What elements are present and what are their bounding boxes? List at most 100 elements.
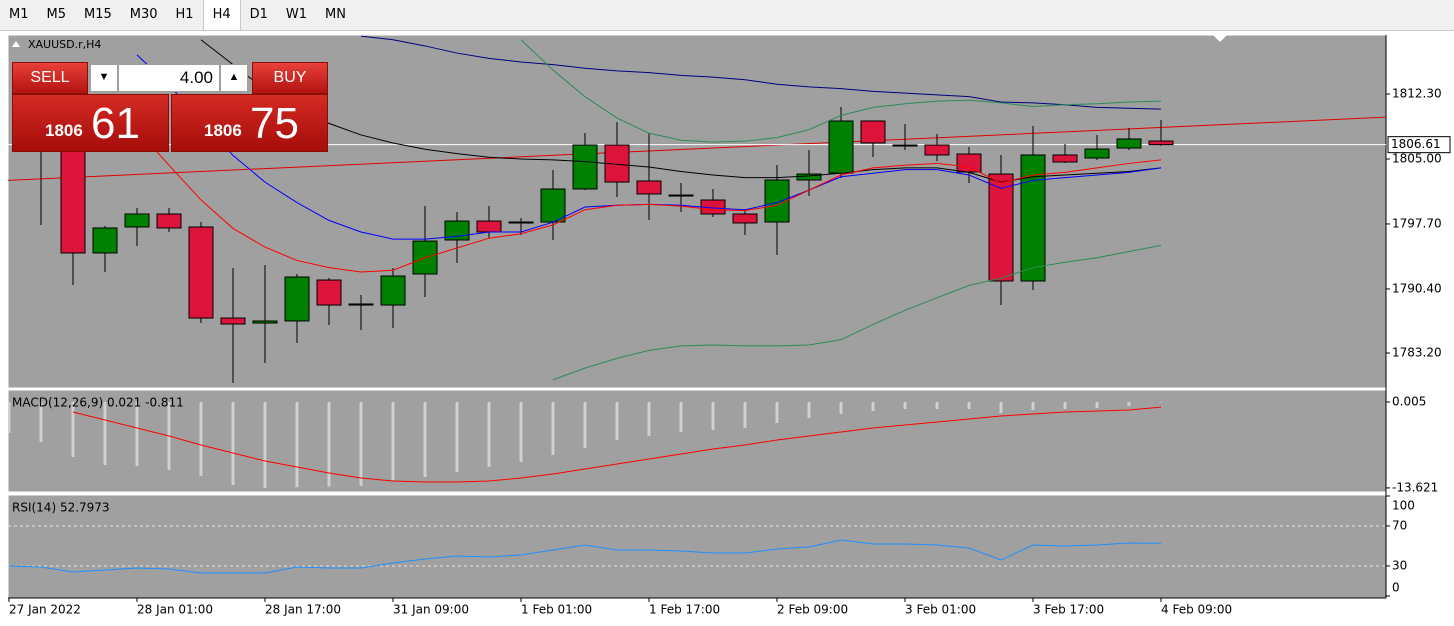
y-tick-label: 70 <box>1392 519 1407 533</box>
buy-button[interactable]: BUY <box>252 62 328 94</box>
candle-body <box>380 275 406 306</box>
y-tick-label: 30 <box>1392 559 1407 573</box>
timeframe-button[interactable]: M1 <box>9 7 29 22</box>
x-tick-label: 28 Jan 01:00 <box>137 603 213 617</box>
timeframe-button[interactable]: H4 <box>202 0 241 30</box>
macd-histogram-bar <box>1159 401 1163 403</box>
macd-histogram-bar <box>295 401 299 488</box>
bid-price[interactable]: 1806 61 <box>12 94 169 152</box>
timeframe-button[interactable]: MN <box>325 7 346 22</box>
sell-button[interactable]: SELL <box>12 62 88 94</box>
macd-signal-line <box>72 406 1162 483</box>
y-tick-label: 1783.20 <box>1392 346 1442 360</box>
macd-histogram-bar <box>359 401 363 486</box>
ask-price-pips: 75 <box>250 99 299 148</box>
macd-histogram-bar <box>231 401 235 485</box>
current-price-box <box>1387 136 1451 154</box>
candle-body <box>124 213 150 228</box>
candle-body <box>636 180 662 195</box>
candle-body <box>668 194 694 197</box>
indicator-line <box>552 244 1162 381</box>
y-tick-label: 1805.00 <box>1392 151 1442 165</box>
candle-body <box>860 120 886 144</box>
candle-body <box>92 227 118 254</box>
timeframe-button[interactable]: D1 <box>249 7 268 22</box>
rsi-pane <box>7 494 1387 599</box>
y-tick-label: 0 <box>1392 581 1400 595</box>
current-price-label: 1806.61 <box>1391 137 1441 151</box>
macd-histogram-bar <box>775 401 779 423</box>
candle-body <box>828 120 854 174</box>
x-tick-label: 1 Feb 17:00 <box>649 603 720 617</box>
macd-histogram-bar <box>1031 401 1035 410</box>
candle-body <box>476 220 502 233</box>
candle-body <box>252 320 278 324</box>
x-tick-label: 2 Feb 09:00 <box>777 603 848 617</box>
volume-up[interactable]: ▲ <box>220 64 248 92</box>
macd-histogram-bar <box>807 401 811 419</box>
y-tick-label: 1812.30 <box>1392 87 1442 101</box>
macd-histogram-bar <box>903 401 907 409</box>
candle-body <box>732 213 758 224</box>
macd-histogram-bar <box>519 401 523 462</box>
y-tick-label: 1790.40 <box>1392 281 1442 295</box>
macd-histogram-bar <box>39 401 43 442</box>
macd-histogram-bar <box>71 401 75 457</box>
timeframe-toolbar: M1 M5 M15 M30 H1 H4 D1 W1 MN <box>0 0 1454 31</box>
x-tick-label: 1 Feb 01:00 <box>521 603 592 617</box>
candle-body <box>1020 154 1046 282</box>
macd-histogram-bar <box>455 401 459 473</box>
macd-histogram-bar <box>615 401 619 440</box>
candle-body <box>188 226 214 319</box>
candle-body <box>572 144 598 190</box>
candle-body <box>1084 148 1110 159</box>
y-tick-label: -13.621 <box>1392 480 1438 494</box>
candle-body <box>1116 138 1142 149</box>
macd-histogram-bar <box>967 401 971 409</box>
macd-histogram-bar <box>679 401 683 433</box>
macd-histogram-bar <box>647 401 651 436</box>
timeframe-button[interactable]: W1 <box>285 7 308 22</box>
candle-body <box>1148 140 1174 146</box>
indicator-line <box>104 94 1162 273</box>
macd-histogram-bar <box>1063 401 1067 409</box>
macd-histogram-bar <box>391 401 395 480</box>
candle-body <box>348 303 374 306</box>
macd-histogram-bar <box>583 401 587 448</box>
macd-histogram-bar <box>551 401 555 455</box>
volume-down[interactable]: ▼ <box>90 64 118 92</box>
volume-input[interactable]: 4.00 <box>118 64 220 92</box>
candle-body <box>508 221 534 224</box>
macd-histogram-bar <box>743 401 747 428</box>
macd-histogram-bar <box>711 401 715 430</box>
macd-pane <box>7 389 1387 493</box>
indicator-line <box>360 35 1162 110</box>
timeframe-button[interactable]: M15 <box>84 7 112 22</box>
indicator-line <box>520 39 1162 143</box>
timeframe-button[interactable]: M30 <box>129 7 158 22</box>
one-click-trading-panel: SELL ▼ 4.00 ▲ BUY 1806 61 1806 75 <box>12 62 328 152</box>
candle-body <box>156 213 182 229</box>
macd-histogram-bar <box>8 401 11 433</box>
timeframe-button[interactable]: H1 <box>175 7 194 22</box>
indicator-line <box>200 39 1162 183</box>
symbol-title: XAUUSD.r,H4 <box>28 38 101 51</box>
macd-histogram-bar <box>1127 401 1131 406</box>
bid-price-big-figure: 1806 <box>45 121 83 140</box>
candle-body <box>988 173 1014 282</box>
timeframe-button[interactable]: M5 <box>46 7 67 22</box>
macd-histogram-bar <box>423 401 427 477</box>
x-tick-label: 31 Jan 09:00 <box>393 603 469 617</box>
macd-histogram-bar <box>871 401 875 412</box>
candle-body <box>220 317 246 325</box>
macd-histogram-bar <box>487 401 491 467</box>
y-tick-label: 0.005 <box>1392 394 1426 408</box>
macd-histogram-bar <box>327 401 331 487</box>
ask-price[interactable]: 1806 75 <box>171 94 328 152</box>
candle-body <box>956 153 982 173</box>
candle-body <box>60 149 86 254</box>
y-tick-label: 1797.70 <box>1392 216 1442 230</box>
trendline <box>8 116 1386 181</box>
macd-title: MACD(12,26,9) 0.021 -0.811 <box>12 396 184 410</box>
y-tick-label: 100 <box>1392 499 1415 513</box>
